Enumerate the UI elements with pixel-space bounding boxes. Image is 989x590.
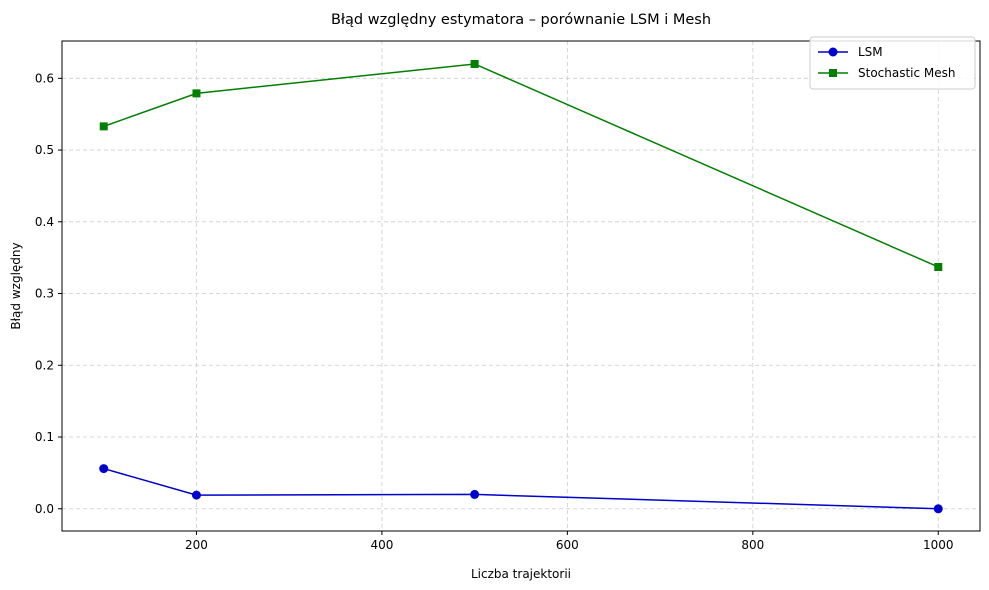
y-tick-label: 0.6 [35,71,54,85]
data-point [470,59,479,68]
series-lsm [99,464,943,514]
legend-marker [829,69,837,77]
y-tick-label: 0.4 [35,215,54,229]
data-point [191,490,201,500]
plot-frame [61,40,981,532]
legend: LSM Stochastic Mesh [809,36,976,90]
y-tick-label: 0.1 [35,430,54,444]
series-stochastic-mesh [99,59,943,271]
y-tick-label: 0.3 [35,287,54,301]
x-tick-label: 400 [370,538,393,552]
data-point [470,489,480,499]
chart-title: Błąd względny estymatora – porównanie LS… [331,12,711,28]
series-line [103,467,939,510]
x-axis-label: Liczba trajektorii [471,567,571,581]
x-tick-label: 200 [185,538,208,552]
data-point [192,89,201,98]
data-point [934,262,943,271]
x-tick-label: 600 [556,538,579,552]
x-axis-ticks: 200 400 600 800 1000 [185,531,954,552]
y-tick-label: 0.2 [35,358,54,372]
data-point [99,464,109,474]
legend-label: LSM [858,45,883,59]
x-tick-label: 800 [741,538,764,552]
legend-box [809,36,976,90]
y-tick-label: 0.0 [35,502,54,516]
y-tick-label: 0.5 [35,143,54,157]
legend-marker [828,47,838,57]
series-layer [99,59,943,514]
legend-entry: LSM [818,45,883,59]
legend-label: Stochastic Mesh [858,66,956,80]
legend-entry: Stochastic Mesh [818,66,956,80]
data-point [99,122,108,131]
data-point [933,504,943,514]
y-axis-label: Błąd względny [9,242,23,329]
grid [62,41,980,531]
series-line [103,63,939,268]
y-axis-ticks: 0.0 0.1 0.2 0.3 0.4 0.5 0.6 [35,71,62,516]
x-tick-label: 1000 [923,538,954,552]
